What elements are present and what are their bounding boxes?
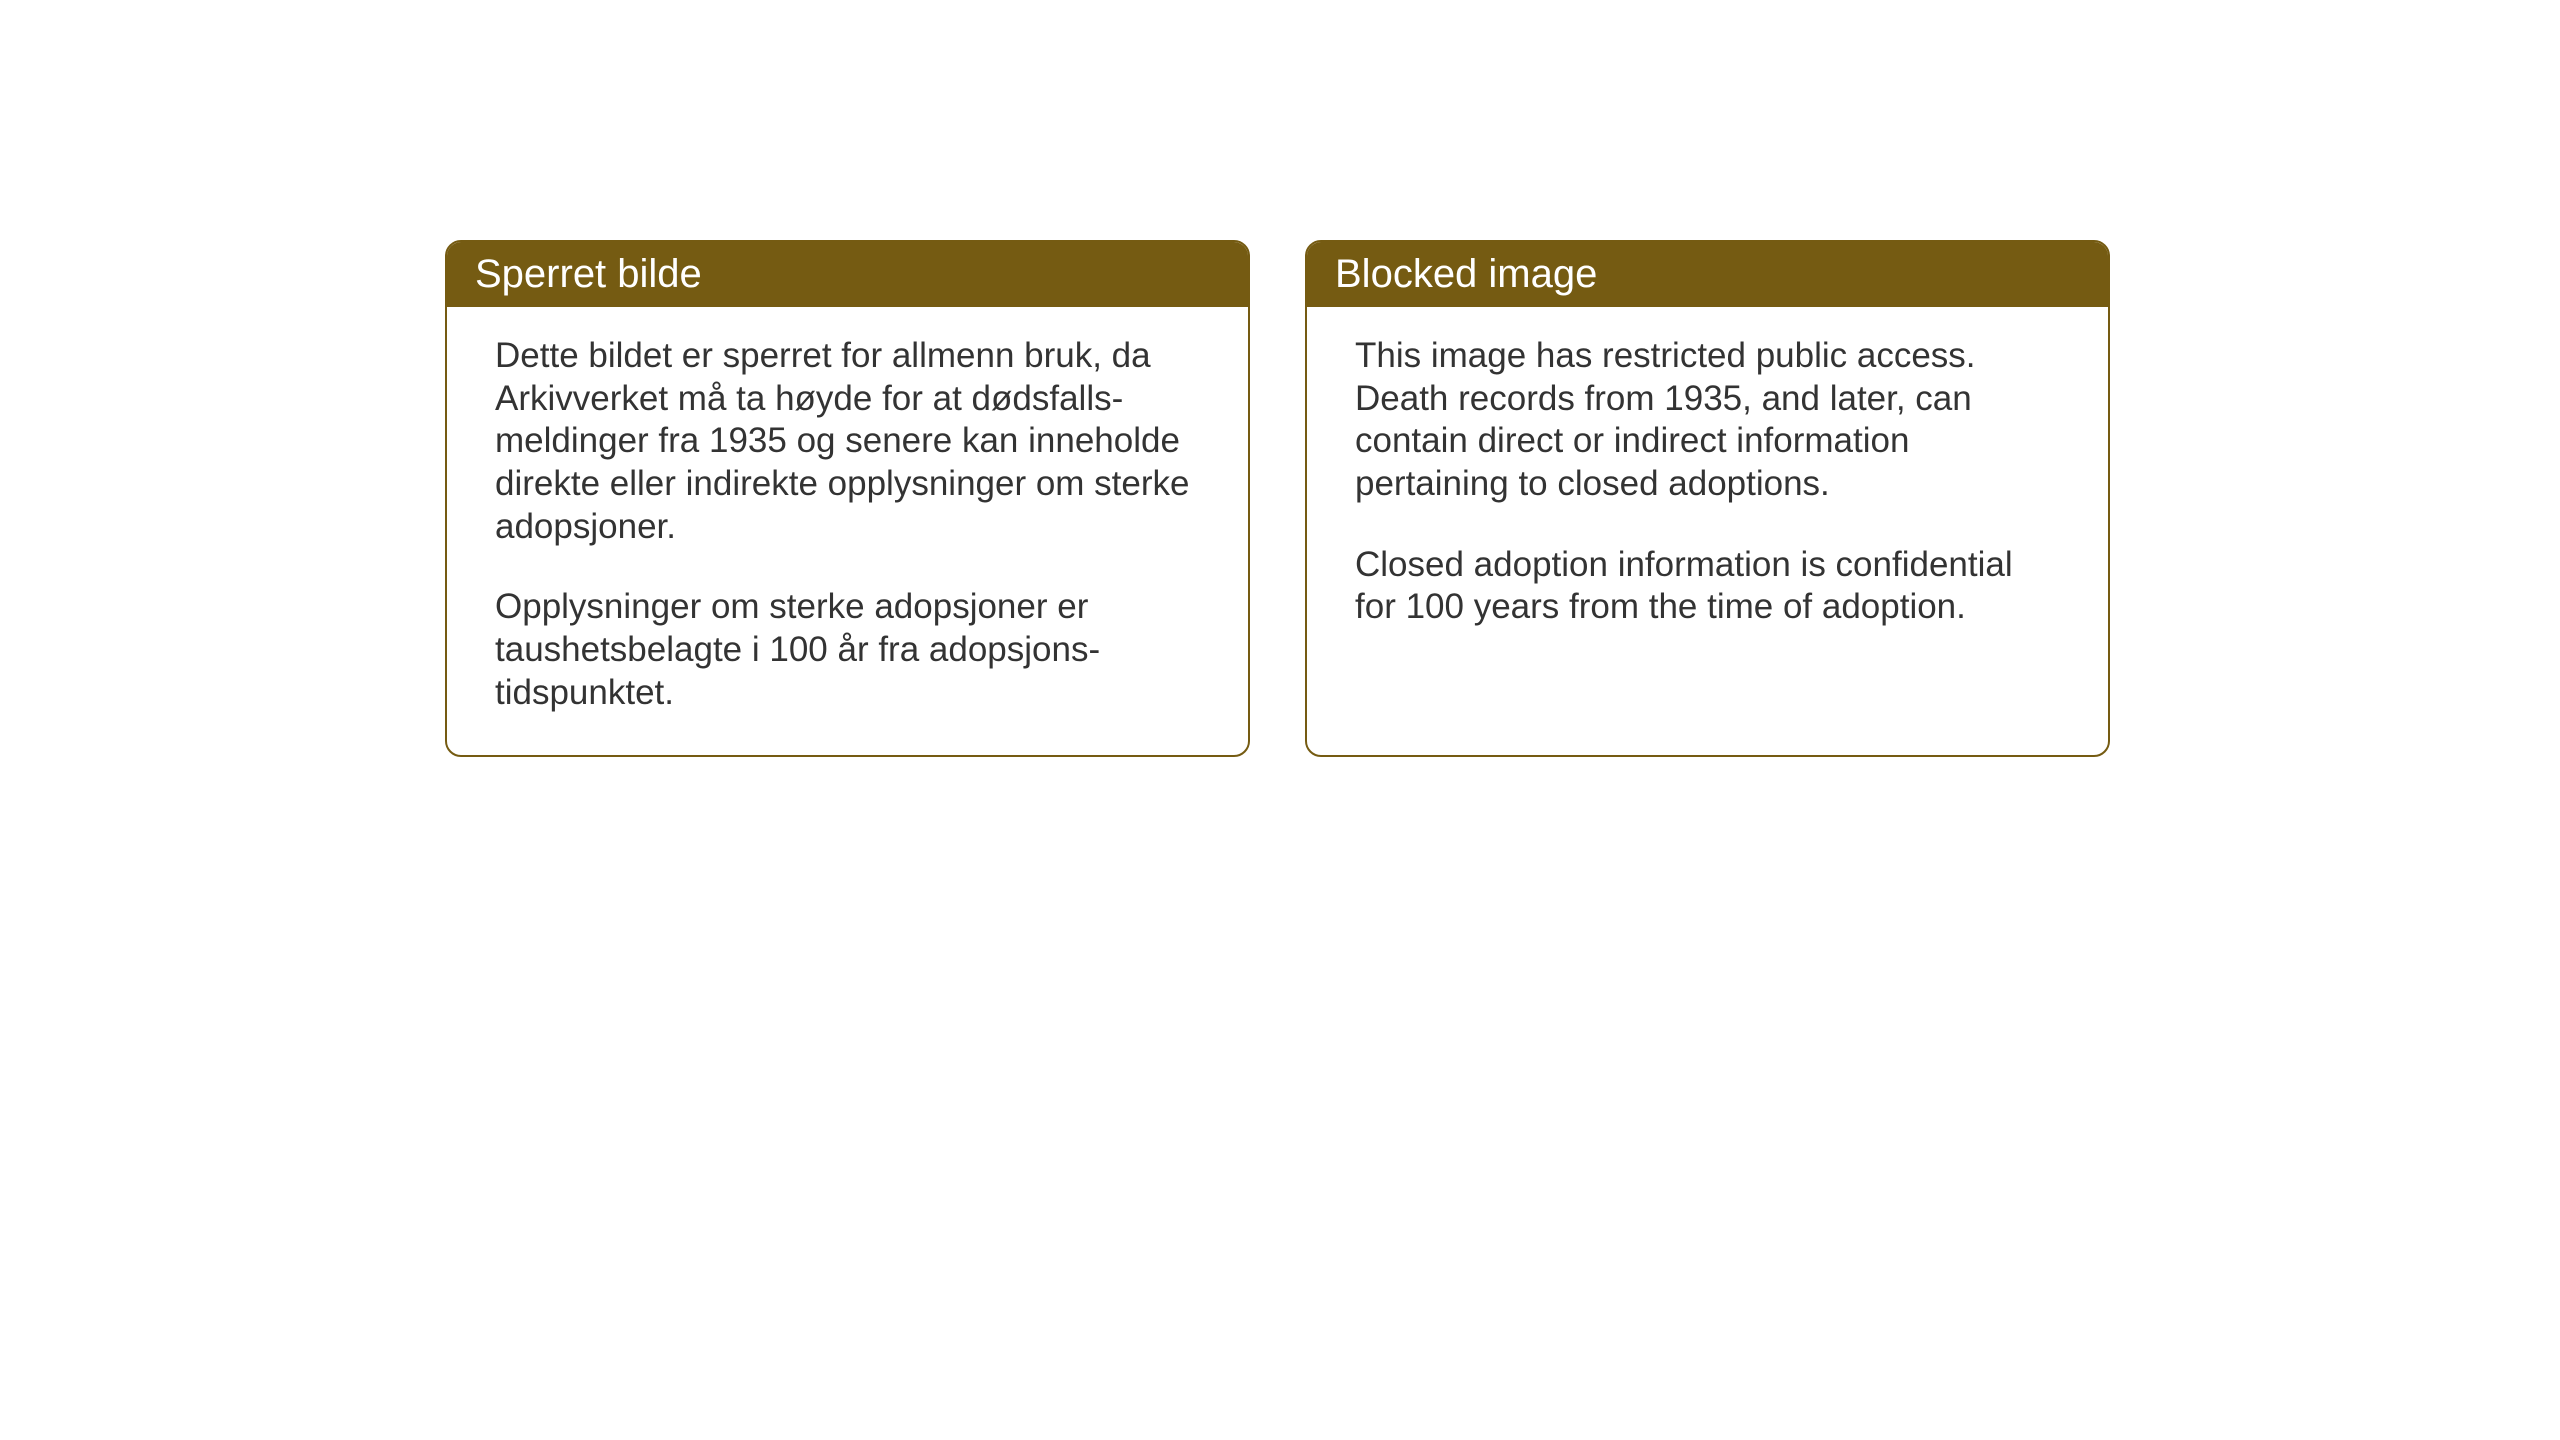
card-title-english: Blocked image [1335,252,1597,296]
notice-card-norwegian: Sperret bilde Dette bildet er sperret fo… [445,240,1250,757]
notice-card-english: Blocked image This image has restricted … [1305,240,2110,757]
card-title-norwegian: Sperret bilde [475,252,702,296]
card-header-norwegian: Sperret bilde [447,242,1248,307]
card-body-norwegian: Dette bildet er sperret for allmenn bruk… [447,307,1248,755]
card-paragraph2-english: Closed adoption information is confident… [1355,544,2060,629]
card-body-english: This image has restricted public access.… [1307,307,2108,669]
card-paragraph2-norwegian: Opplysninger om sterke adopsjoner er tau… [495,586,1200,714]
card-header-english: Blocked image [1307,242,2108,307]
card-paragraph1-norwegian: Dette bildet er sperret for allmenn bruk… [495,335,1200,548]
notice-container: Sperret bilde Dette bildet er sperret fo… [445,240,2110,757]
card-paragraph1-english: This image has restricted public access.… [1355,335,2060,506]
